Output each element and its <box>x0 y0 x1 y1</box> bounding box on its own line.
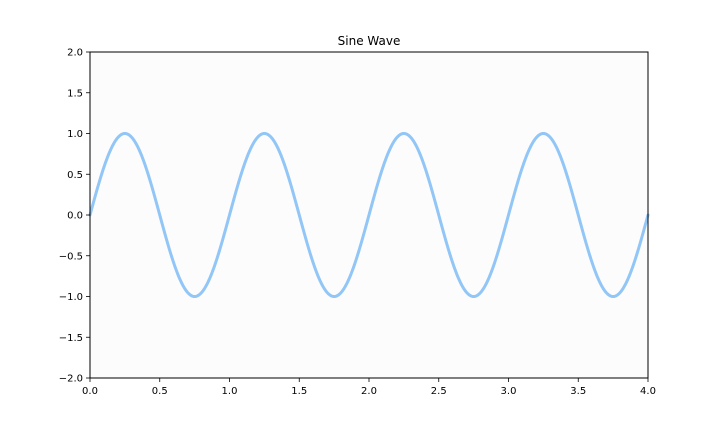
y-tick-label: 1.5 <box>67 88 83 99</box>
y-tick-label: −1.0 <box>59 292 83 303</box>
y-axis: −2.0 −1.5 −1.0 −0.5 0.0 0.5 1.0 1.5 2.0 <box>59 48 90 385</box>
y-tick-label: −2.0 <box>59 374 83 385</box>
series-line-0 <box>88 132 650 298</box>
x-tick-label: 1.0 <box>222 386 238 397</box>
y-tick-label: 0.0 <box>67 211 83 222</box>
x-tick-label: 1.5 <box>291 386 307 397</box>
x-tick-label: 3.5 <box>570 386 586 397</box>
y-tick-label: 1.0 <box>67 129 83 140</box>
chart-title: Sine Wave <box>338 34 401 48</box>
y-tick-label: −0.5 <box>59 251 83 262</box>
y-tick-label: −1.5 <box>59 333 83 344</box>
series-layer <box>88 132 650 298</box>
x-axis: 0.0 0.5 1.0 1.5 2.0 2.5 3.0 3.5 4.0 <box>82 378 656 397</box>
x-tick-label: 3.0 <box>501 386 517 397</box>
x-tick-label: 0.0 <box>82 386 98 397</box>
x-tick-label: 4.0 <box>640 386 656 397</box>
x-tick-label: 2.5 <box>431 386 447 397</box>
x-tick-label: 0.5 <box>152 386 168 397</box>
x-tick-label: 2.0 <box>361 386 377 397</box>
y-tick-label: 0.5 <box>67 170 83 181</box>
y-tick-label: 2.0 <box>67 48 83 59</box>
